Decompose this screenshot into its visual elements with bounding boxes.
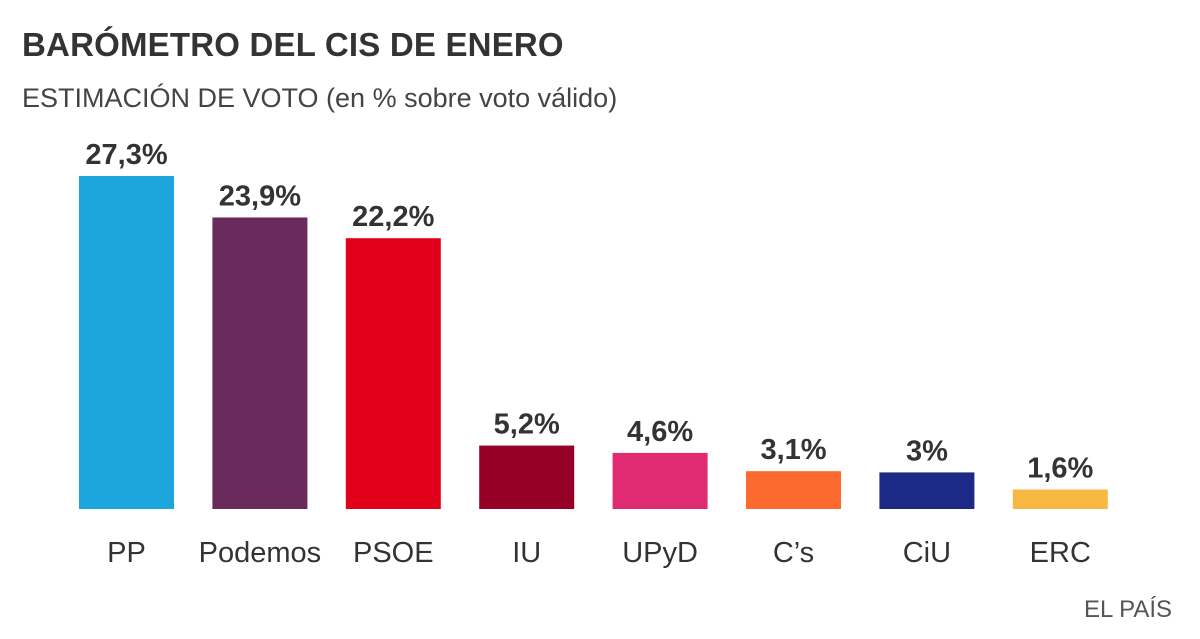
chart-subtitle: ESTIMACIÓN DE VOTO (en % sobre voto váli… (22, 83, 618, 113)
value-label: 3,1% (760, 434, 826, 466)
value-label: 3% (906, 435, 948, 467)
value-label: 23,9% (219, 180, 301, 212)
bar-ciu (879, 472, 975, 509)
category-label: UPyD (622, 537, 698, 569)
bar-pp (79, 176, 174, 509)
category-label: C’s (773, 537, 814, 569)
chart-title: BARÓMETRO DEL CIS DE ENERO (22, 26, 564, 63)
category-label: PSOE (353, 537, 434, 569)
value-label: 5,2% (494, 409, 560, 441)
bar-podemos (212, 217, 308, 509)
bar-psoe (345, 238, 441, 509)
category-label: CiU (903, 537, 951, 569)
bar-iu (479, 445, 575, 509)
category-label: Podemos (199, 537, 322, 569)
category-label: ERC (1030, 537, 1091, 569)
value-label: 1,6% (1027, 452, 1093, 484)
value-label: 22,2% (352, 201, 434, 233)
bar-cs (746, 471, 841, 509)
value-label: 4,6% (627, 416, 693, 448)
bar-erc (1012, 489, 1108, 509)
category-label: PP (107, 537, 146, 569)
bar-upyd (612, 452, 708, 509)
category-label: IU (512, 537, 541, 569)
value-label: 27,3% (85, 139, 167, 171)
source-credit: EL PAÍS (1083, 596, 1172, 623)
